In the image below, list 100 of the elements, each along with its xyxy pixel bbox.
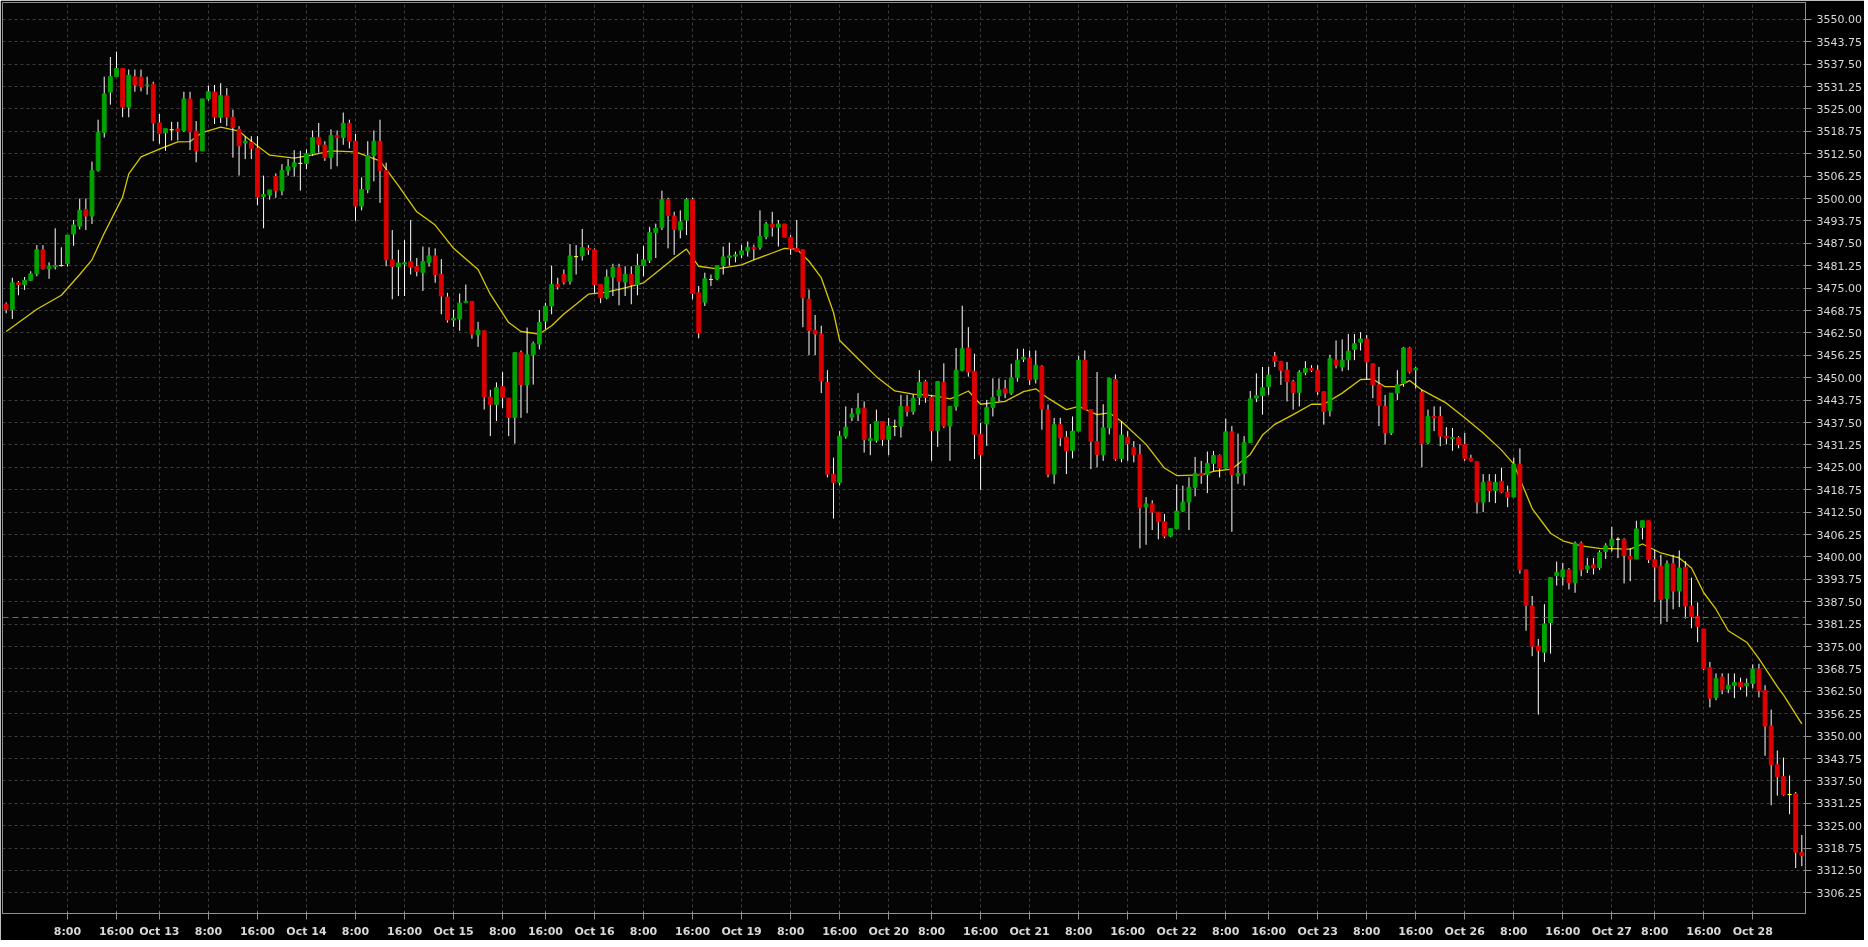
candlestick bbox=[83, 198, 89, 231]
candlestick bbox=[916, 369, 922, 406]
candlestick bbox=[996, 377, 1002, 402]
candlestick bbox=[1198, 460, 1204, 485]
x-tick-label: Oct 15 bbox=[433, 924, 474, 938]
candlestick bbox=[665, 197, 671, 249]
x-tick-label: Oct 16 bbox=[574, 924, 615, 938]
x-tick-label: 8:00 bbox=[341, 924, 370, 938]
y-tick-label: 3368.75 bbox=[1816, 662, 1862, 676]
candlestick bbox=[880, 420, 885, 447]
candlestick bbox=[751, 244, 757, 261]
x-tick-label: 16:00 bbox=[963, 924, 999, 938]
candlestick bbox=[242, 135, 248, 160]
candlestick bbox=[218, 82, 224, 124]
y-tick-label: 3412.50 bbox=[1816, 506, 1862, 520]
candlestick bbox=[702, 272, 708, 307]
candlestick bbox=[579, 228, 585, 262]
x-tick-label: 8:00 bbox=[1500, 924, 1528, 938]
candlestick bbox=[628, 265, 634, 305]
x-tick-label: Oct 19 bbox=[721, 924, 762, 938]
candlestick bbox=[549, 265, 555, 315]
x-tick-label: 8:00 bbox=[917, 924, 946, 938]
candlestick bbox=[1027, 349, 1033, 386]
candlestick bbox=[1266, 366, 1272, 396]
y-tick-label: 3456.25 bbox=[1816, 349, 1862, 363]
candlestick bbox=[1480, 473, 1486, 513]
candlestick bbox=[1352, 333, 1357, 361]
y-tick-label: 3518.75 bbox=[1816, 125, 1862, 139]
y-tick-label: 3493.75 bbox=[1816, 214, 1862, 228]
candlestick bbox=[1345, 333, 1351, 371]
candlestick bbox=[1333, 339, 1339, 369]
candlestick bbox=[622, 265, 628, 297]
y-tick-label: 3543.75 bbox=[1816, 35, 1862, 49]
candlestick bbox=[1627, 547, 1633, 582]
x-tick-label: 16:00 bbox=[1398, 924, 1434, 938]
candlestick bbox=[322, 140, 328, 162]
candlestick bbox=[898, 394, 904, 439]
y-tick-label: 3318.75 bbox=[1816, 842, 1862, 856]
x-tick-label: 8:00 bbox=[1064, 924, 1093, 938]
y-tick-label: 3343.75 bbox=[1816, 752, 1862, 766]
y-tick-label: 3450.00 bbox=[1816, 371, 1862, 385]
candlestick bbox=[506, 397, 512, 437]
candlestick bbox=[886, 417, 892, 456]
candlestick bbox=[1358, 331, 1363, 351]
x-tick-label: Oct 13 bbox=[139, 924, 180, 938]
candlestick bbox=[1719, 672, 1725, 695]
y-tick-label: 3375.00 bbox=[1816, 640, 1862, 654]
y-tick-label: 3512.50 bbox=[1816, 147, 1862, 161]
candlestick bbox=[1621, 537, 1627, 584]
y-tick-label: 3362.50 bbox=[1816, 685, 1862, 699]
x-tick-label: 16:00 bbox=[239, 924, 276, 938]
candlestick bbox=[910, 393, 916, 416]
y-tick-label: 3381.25 bbox=[1816, 618, 1862, 632]
y-tick-label: 3500.00 bbox=[1816, 192, 1862, 206]
x-tick-label: 8:00 bbox=[776, 924, 805, 938]
candlestick bbox=[677, 209, 683, 239]
y-tick-label: 3550.00 bbox=[1816, 13, 1862, 27]
candlestick bbox=[500, 371, 505, 409]
y-tick-label: 3437.50 bbox=[1816, 416, 1862, 430]
candlestick bbox=[1131, 440, 1137, 463]
candlestick bbox=[1597, 549, 1602, 571]
x-tick-label: Oct 14 bbox=[286, 924, 327, 938]
candlestick bbox=[1640, 520, 1645, 540]
candlestick bbox=[163, 128, 168, 152]
candlestick bbox=[494, 381, 499, 422]
x-tick-label: 16:00 bbox=[98, 924, 135, 938]
candlestick bbox=[475, 321, 481, 348]
x-tick-label: Oct 20 bbox=[868, 924, 910, 938]
y-tick-label: 3418.75 bbox=[1816, 483, 1862, 497]
x-tick-label: 16:00 bbox=[1686, 924, 1722, 938]
x-tick-label: Oct 21 bbox=[1009, 924, 1050, 938]
candlestick bbox=[1676, 549, 1682, 608]
candlestick bbox=[769, 211, 775, 238]
x-tick-label: 16:00 bbox=[527, 924, 564, 938]
candlestick bbox=[775, 219, 781, 248]
candlestick bbox=[1125, 430, 1131, 462]
y-tick-label: 3431.25 bbox=[1816, 438, 1862, 452]
y-tick-label: 3312.50 bbox=[1816, 864, 1862, 878]
y-tick-label: 3337.50 bbox=[1816, 774, 1862, 788]
y-tick-label: 3331.25 bbox=[1816, 797, 1862, 811]
y-tick-label: 3387.50 bbox=[1816, 595, 1862, 609]
candlestick bbox=[1486, 473, 1492, 503]
candlestick bbox=[1413, 366, 1419, 389]
x-tick-label: 8:00 bbox=[1212, 924, 1240, 938]
candlestick bbox=[144, 76, 150, 96]
y-tick-label: 3425.00 bbox=[1816, 461, 1862, 475]
x-tick-label: Oct 26 bbox=[1444, 924, 1486, 938]
candlestick bbox=[1364, 334, 1370, 381]
candlestick bbox=[40, 244, 46, 270]
candlestick bbox=[236, 125, 242, 177]
candlestick bbox=[1033, 349, 1039, 384]
x-tick-label: 8:00 bbox=[1641, 924, 1669, 938]
x-tick-label: 16:00 bbox=[1110, 924, 1146, 938]
x-tick-label: Oct 23 bbox=[1297, 924, 1338, 938]
y-tick-label: 3443.75 bbox=[1816, 394, 1862, 408]
y-tick-label: 3537.50 bbox=[1816, 58, 1862, 72]
candlestick bbox=[561, 268, 567, 286]
y-tick-label: 3462.50 bbox=[1816, 326, 1862, 340]
candlestick bbox=[1713, 672, 1719, 701]
x-tick-label: Oct 28 bbox=[1732, 924, 1773, 938]
